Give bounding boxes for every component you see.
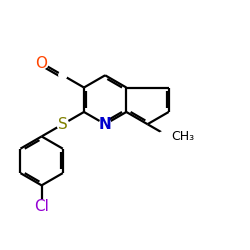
Text: Cl: Cl bbox=[34, 199, 49, 214]
Ellipse shape bbox=[99, 118, 111, 130]
Ellipse shape bbox=[158, 130, 179, 142]
Text: S: S bbox=[58, 117, 68, 132]
Ellipse shape bbox=[57, 118, 69, 130]
Ellipse shape bbox=[59, 71, 67, 79]
Ellipse shape bbox=[34, 200, 49, 212]
Ellipse shape bbox=[35, 57, 48, 69]
Text: CH₃: CH₃ bbox=[171, 130, 194, 143]
Text: O: O bbox=[36, 56, 48, 70]
Text: N: N bbox=[99, 117, 112, 132]
